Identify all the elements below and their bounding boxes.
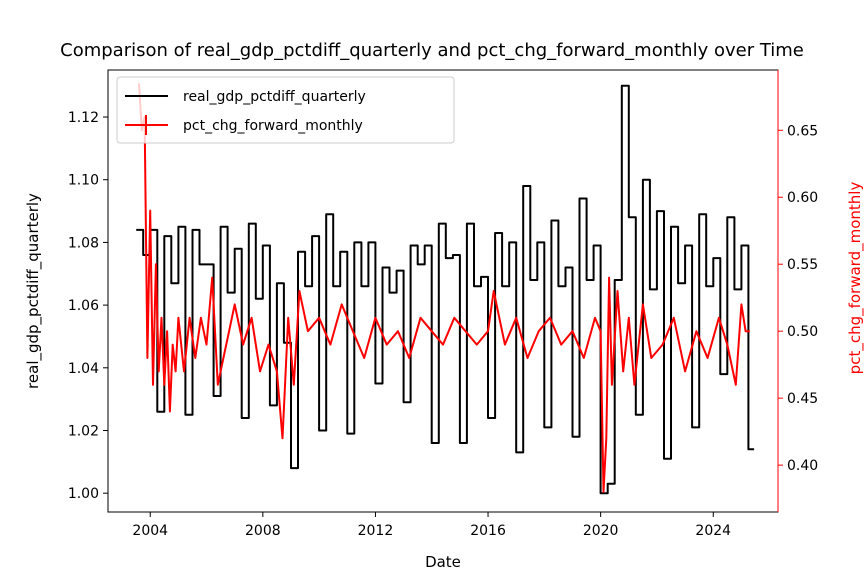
y-right-tick-label: 0.45 <box>787 391 818 407</box>
series-line-forward <box>138 83 750 493</box>
y-right-tick-label: 0.65 <box>787 123 818 139</box>
y-axis-left: 1.00 1.02 1.04 1.06 1.08 1.10 1.12 <box>68 110 108 502</box>
y-right-tick-label: 0.60 <box>787 190 818 206</box>
chart-title: Comparison of real_gdp_pctdiff_quarterly… <box>60 40 804 61</box>
y-right-tick-label: 0.50 <box>787 324 818 340</box>
x-axis-title: Date <box>425 553 461 571</box>
y-left-tick-label: 1.04 <box>68 361 99 377</box>
x-tick-label: 2008 <box>245 523 281 539</box>
legend: real_gdp_pctdiff_quarterly pct_chg_forwa… <box>116 76 455 144</box>
x-axis: 2004 2008 2012 2016 2020 2024 <box>132 512 731 539</box>
y-axis-right: 0.40 0.45 0.50 0.55 0.60 0.65 <box>778 123 818 474</box>
y-left-tick-label: 1.08 <box>68 235 99 251</box>
x-tick-label: 2024 <box>695 523 731 539</box>
x-tick-label: 2016 <box>470 523 506 539</box>
y-axis-right-title: pct_chg_forward_monthly <box>846 182 864 375</box>
y-right-tick-label: 0.55 <box>787 257 818 273</box>
y-left-tick-label: 1.12 <box>68 110 99 126</box>
x-tick-label: 2004 <box>132 523 168 539</box>
y-left-tick-label: 1.00 <box>68 486 99 502</box>
series-line-gdp <box>136 84 755 495</box>
x-tick-label: 2012 <box>358 523 394 539</box>
y-left-tick-label: 1.02 <box>68 423 99 439</box>
y-axis-left-title: real_gdp_pctdiff_quarterly <box>24 193 43 389</box>
y-left-tick-label: 1.10 <box>68 173 99 189</box>
legend-label-forward: pct_chg_forward_monthly <box>183 118 363 134</box>
x-tick-label: 2020 <box>583 523 619 539</box>
legend-label-gdp: real_gdp_pctdiff_quarterly <box>183 89 366 105</box>
y-left-tick-label: 1.06 <box>68 298 99 314</box>
legend-box <box>116 76 455 144</box>
y-right-tick-label: 0.40 <box>787 458 818 474</box>
